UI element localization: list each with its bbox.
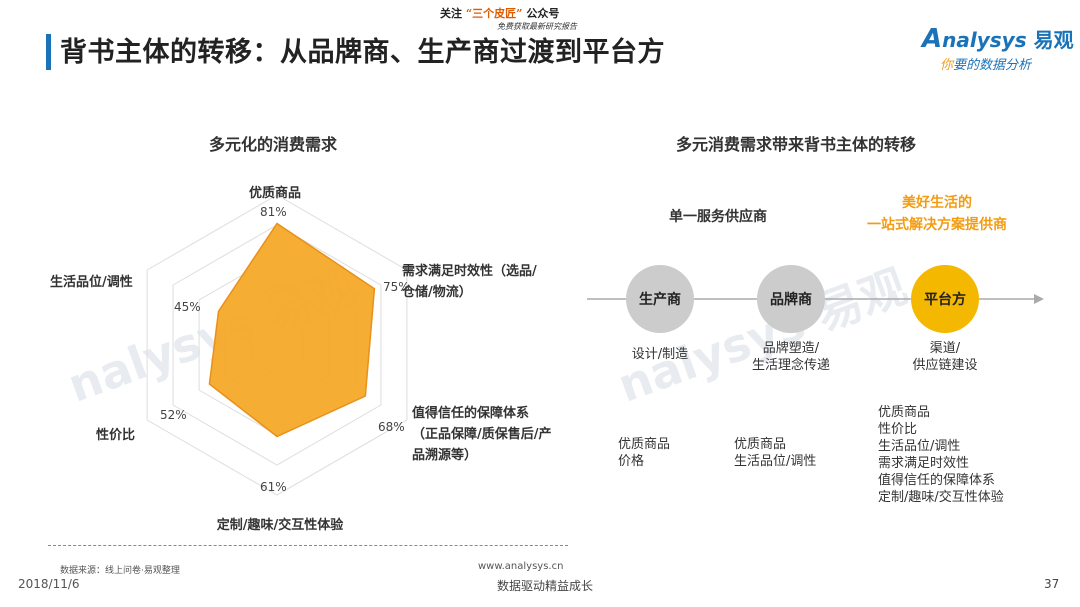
platform-label-line1: 美好生活的 [902,195,972,211]
logo-en: nalysys [942,28,1027,52]
radar-axis-label: 值得信任的保障体系 （正品保障/质保售后/产 品溯源等） [412,403,582,466]
radar-value-label: 68% [378,420,405,434]
report-date: 2018/11/6 [18,577,80,591]
desc-line: 渠道/ [929,341,961,356]
radar-axis-label-line: 定制/趣味/交互性体验 [216,518,344,533]
need-item: 优质商品 [618,437,671,452]
desc-line: 设计/制造 [631,347,689,362]
promo-text: 关注 [440,7,462,20]
desc-line: 生活理念传递 [751,358,830,373]
radar-value-label: 45% [174,300,201,314]
slogan-text: 要的数据分析 [953,58,1032,73]
desc-line: 供应链建设 [912,358,978,373]
need-item: 性价比 [878,422,918,437]
desc-line: 品牌塑造/ [762,341,820,356]
radar-axis-label-line: 品溯源等） [412,448,478,463]
promo-highlight: “三个皮匠” [465,7,523,20]
radar-axis-label-line: 需求满足时效性（选品/ [402,264,537,279]
need-item: 优质商品 [734,437,787,452]
single-supplier-label: 单一服务供应商 [669,209,767,225]
node-producer: 生产商 [626,265,694,333]
need-item: 生活品位/调性 [878,439,961,454]
site-url: www.analysys.cn [478,561,564,572]
radar-value-label: 61% [260,480,287,494]
radar-grid-ring [172,224,382,466]
node-producer-label: 生产商 [639,292,681,308]
analysys-logo: Analysys 易观 你要的数据分析 [922,24,1074,73]
producer-needs: 优质商品 价格 [618,436,670,470]
promo-text: 公众号 [526,7,560,20]
radar-grid-ring [146,194,408,496]
node-brand: 品牌商 [757,265,825,333]
arrow-head-icon [1034,294,1044,304]
need-item: 生活品位/调性 [734,454,817,469]
footer-divider [48,545,568,546]
brand-needs: 优质商品 生活品位/调性 [734,436,816,470]
radar-axis-label: 优质商品 [230,183,320,204]
need-item: 优质商品 [878,405,931,420]
radar-value-label: 81% [260,205,287,219]
need-item: 定制/趣味/交互性体验 [878,490,1004,505]
producer-desc: 设计/制造 [622,346,698,363]
radar-axis-label-line: 性价比 [96,428,136,443]
radar-section-title: 多元化的消费需求 [209,135,338,154]
need-item: 需求满足时效性 [878,456,970,471]
promo-subline: 免费获取最新研究报告 [497,22,577,31]
footer-tagline: 数据驱动精益成长 [497,579,594,593]
node-platform: 平台方 [911,265,979,333]
radar-axis-label: 性价比 [96,425,156,446]
node-brand-label: 品牌商 [770,292,812,308]
logo-wordmark: Analysys 易观 [922,24,1074,54]
page-number: 37 [1044,577,1060,591]
platform-desc: 渠道/ 供应链建设 [890,340,1000,374]
slogan-accent: 你 [940,58,954,73]
platform-needs: 优质商品 性价比 生活品位/调性 需求满足时效性 值得信任的保障体系 定制/趣味… [878,404,1004,506]
need-item: 价格 [618,454,645,469]
page-title: 背书主体的转移：从品牌商、生产商过渡到平台方 [60,37,665,68]
radar-data-area [208,222,376,438]
radar-axis-label-line: 值得信任的保障体系 [412,406,530,421]
transfer-section-title: 多元消费需求带来背书主体的转移 [676,135,917,154]
logo-cn: 易观 [1033,28,1074,52]
radar-axis-label: 定制/趣味/交互性体验 [195,515,365,536]
need-item: 值得信任的保障体系 [878,473,996,488]
logo-slogan: 你要的数据分析 [940,54,1074,73]
title-accent-bar [46,34,51,70]
radar-axis-label: 需求满足时效性（选品/仓储/物流） [402,261,572,303]
radar-axis-label-line: 仓储/物流） [402,285,472,300]
platform-label-line2: 一站式解决方案提供商 [867,217,1007,233]
platform-label: 美好生活的 一站式解决方案提供商 [852,192,1022,234]
radar-axis-label-line: 生活品位/调性 [50,275,133,290]
logo-prefix: A [922,24,943,54]
radar-value-label: 75% [383,280,410,294]
data-source: 数据来源：线上问卷·易观整理 [60,566,180,576]
node-platform-label: 平台方 [924,292,966,308]
radar-axis-label-line: （正品保障/质保售后/产 [412,427,552,442]
brand-desc: 品牌塑造/ 生活理念传递 [736,340,846,374]
promo-line: 关注 “三个皮匠” 公众号 [440,5,559,21]
radar-value-label: 52% [160,408,187,422]
radar-axis-label-line: 优质商品 [248,186,301,201]
radar-axis-label: 生活品位/调性 [50,272,160,293]
